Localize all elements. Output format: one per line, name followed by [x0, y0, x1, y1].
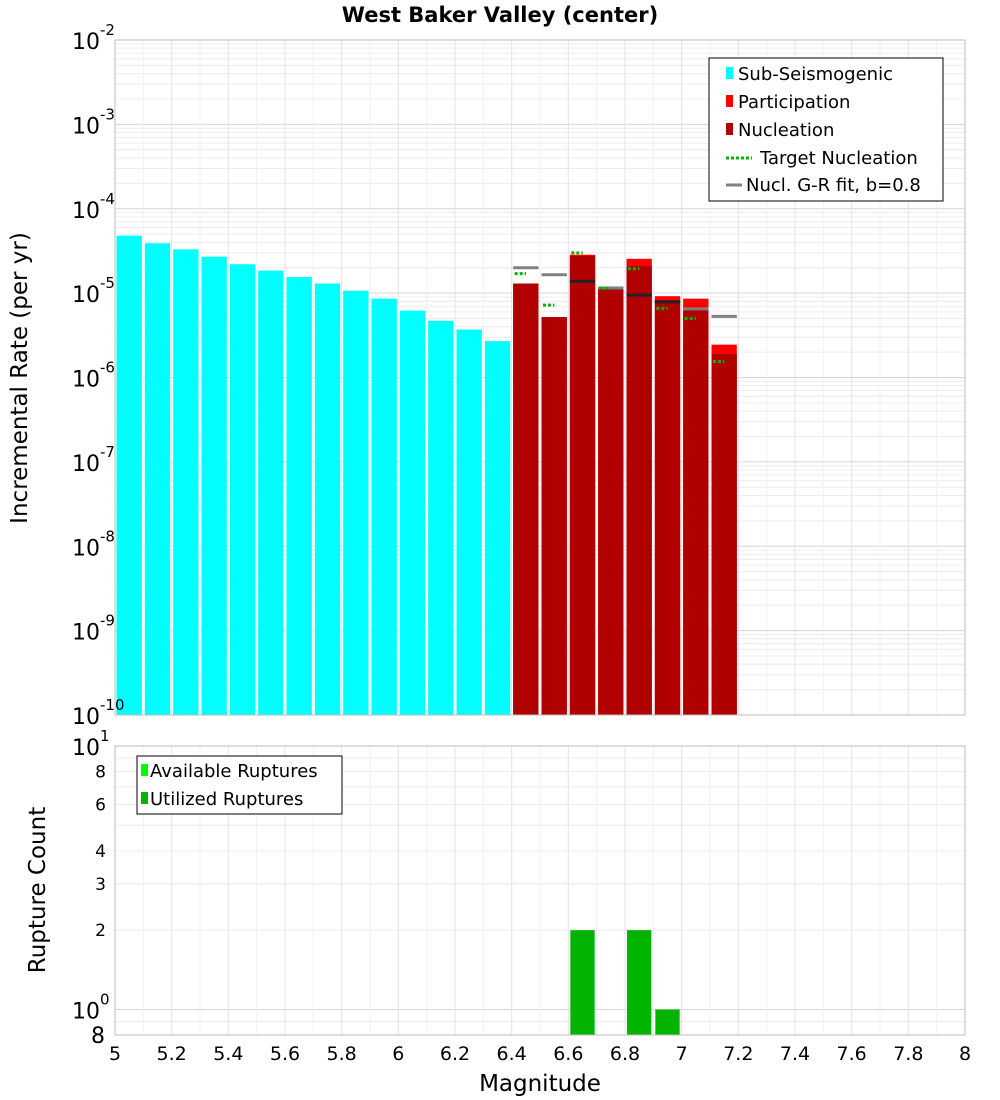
bar-sub-seismogenic: [173, 249, 199, 716]
bottom-y-tick-label: 2: [95, 921, 106, 941]
bar-sub-seismogenic: [314, 283, 341, 715]
legend-label-target-nucleation: Target Nucleation: [759, 148, 918, 169]
bar-sub-seismogenic: [428, 320, 454, 715]
x-tick-label: 5.6: [270, 1043, 300, 1065]
bottom-y-tick-label: 6: [95, 795, 106, 815]
top-legend-box: [708, 57, 944, 202]
top-y-tick-label: 10-8: [72, 527, 115, 561]
bottom-y-tick-label: 101: [72, 727, 110, 761]
top-y-tick-label: 10-7: [72, 443, 115, 477]
x-tick-label: 7: [676, 1043, 688, 1065]
bar-sub-seismogenic: [484, 341, 511, 715]
bar-sub-seismogenic: [399, 310, 426, 715]
bar-utilized-ruptures: [627, 930, 652, 1035]
bar-sub-seismogenic: [201, 256, 227, 715]
top-bars: [116, 235, 737, 716]
bar-sub-seismogenic: [371, 298, 397, 715]
bottom-y-tick-label: 4: [95, 842, 106, 862]
legend-label-available-ruptures: Available Ruptures: [150, 761, 318, 782]
bar-sub-seismogenic: [144, 243, 171, 716]
x-tick-label: 8: [959, 1043, 971, 1065]
legend-swatch-available-ruptures: [141, 764, 148, 776]
bottom-y-tick-label: 8: [91, 1024, 105, 1049]
top-lines: [513, 251, 737, 363]
x-tick-label: 5.8: [327, 1043, 357, 1065]
top-plot-frame: [114, 39, 966, 716]
legend-swatch-nucleation: [726, 123, 733, 135]
top-y-tick-label: 10-4: [72, 190, 115, 224]
bottom-y-tick-label: 8: [95, 763, 106, 783]
bottom-y-tick-label: 100: [72, 990, 110, 1024]
legend-label-participation: Participation: [738, 92, 850, 113]
x-tick-label: 6.2: [440, 1043, 470, 1065]
x-tick-label: 6: [392, 1043, 404, 1065]
bottom-y-tick-label: 3: [95, 875, 106, 895]
top-grid: [114, 40, 966, 716]
x-tick-label: 6.6: [553, 1043, 583, 1065]
legend-swatch-utilized-ruptures: [141, 792, 148, 804]
bar-sub-seismogenic: [116, 235, 142, 715]
legend-label-gr-fit: Nucl. G-R fit, b=0.8: [746, 175, 921, 196]
bottom-legend: Available Ruptures Utilized Ruptures: [136, 755, 343, 815]
bar-nucleation: [683, 310, 709, 715]
legend-label-nucleation: Nucleation: [738, 120, 834, 141]
x-tick-label: 7.2: [723, 1043, 753, 1065]
x-tick-label: 5: [109, 1043, 121, 1065]
bar-nucleation: [654, 300, 681, 715]
legend-label-utilized-ruptures: Utilized Ruptures: [150, 789, 303, 810]
top-legend: Sub-Seismogenic Participation Nucleation…: [708, 57, 944, 202]
legend-swatch-sub-seismogenic: [726, 67, 733, 79]
bottom-y-axis-title: Rupture Count: [25, 807, 51, 973]
top-y-tick-label: 10-3: [72, 105, 115, 139]
bar-utilized-ruptures: [655, 1009, 680, 1035]
top-y-ticks: 10-2 10-3 10-4 10-5 10-6 10-7 10-8 10-9 10-10: [72, 21, 125, 730]
bar-nucleation: [626, 265, 652, 715]
top-y-tick-label: 10-10: [72, 696, 125, 730]
top-y-tick-label: 10-5: [72, 274, 115, 308]
bar-nucleation: [711, 353, 737, 715]
top-y-tick-label: 10-9: [72, 612, 115, 646]
bar-sub-seismogenic: [229, 264, 256, 715]
x-tick-label: 7.4: [780, 1043, 810, 1065]
legend-label-sub-seismogenic: Sub-Seismogenic: [738, 64, 893, 85]
bar-utilized-ruptures: [570, 930, 595, 1035]
x-axis-title: Magnitude: [479, 1071, 601, 1097]
x-ticks: 5 5.2 5.4 5.6 5.8 6 6.2 6.4 6.6 6.8 7 7.2 7.4 7.6 7.8 8: [109, 1043, 971, 1065]
x-tick-label: 6.4: [497, 1043, 527, 1065]
bar-sub-seismogenic: [258, 270, 284, 715]
top-y-axis-title: Incremental Rate (per yr): [7, 232, 33, 524]
bar-nucleation: [541, 317, 567, 715]
bar-nucleation: [598, 288, 624, 715]
bottom-legend-box: [136, 755, 343, 815]
x-tick-label: 5.4: [213, 1043, 243, 1065]
bar-nucleation: [569, 256, 596, 715]
x-tick-label: 7.6: [837, 1043, 867, 1065]
top-y-tick-label: 10-6: [72, 359, 115, 393]
bar-sub-seismogenic: [456, 329, 482, 715]
chart-title: West Baker Valley (center): [342, 3, 658, 27]
bar-sub-seismogenic: [343, 290, 369, 715]
x-tick-label: 7.8: [893, 1043, 923, 1065]
bar-sub-seismogenic: [286, 277, 312, 715]
x-tick-label: 5.2: [157, 1043, 187, 1065]
bar-nucleation: [513, 283, 539, 715]
x-tick-label: 6.8: [610, 1043, 640, 1065]
bottom-bars: [570, 930, 680, 1035]
bottom-plot-frame: [114, 745, 966, 1036]
top-y-tick-label: 10-2: [72, 21, 115, 55]
legend-swatch-participation: [726, 95, 733, 107]
